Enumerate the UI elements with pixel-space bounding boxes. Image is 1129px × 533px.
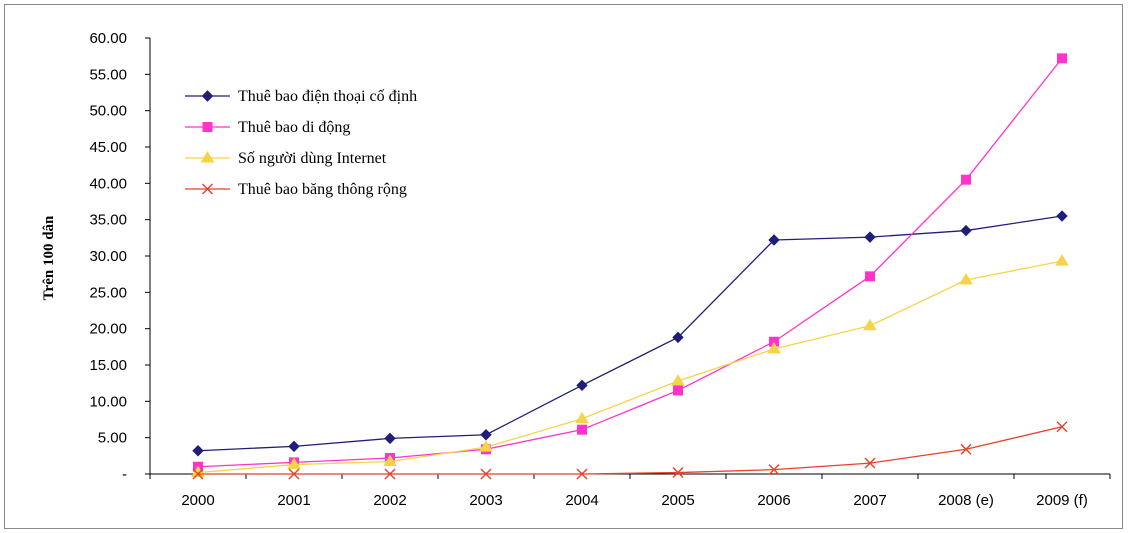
- series-line: [198, 426, 1063, 475]
- x-tick-label: 2008 (e): [938, 492, 994, 509]
- data-point: [671, 374, 685, 386]
- data-point: [767, 342, 781, 354]
- x-tick-label: 2005: [661, 492, 694, 509]
- y-tick-label: 5.00: [98, 430, 127, 447]
- y-tick-label: 50.00: [89, 103, 127, 120]
- x-tick-label: 2001: [277, 492, 310, 509]
- data-point: [672, 467, 684, 479]
- data-point: [576, 379, 588, 392]
- y-tick-label: 45.00: [89, 139, 127, 156]
- data-point: [480, 429, 492, 441]
- legend-label: Thuê bao di động: [238, 119, 350, 136]
- data-point: [192, 468, 204, 480]
- marker-stroke: [192, 468, 204, 480]
- data-point: [384, 468, 396, 480]
- x-tick-label: 2000: [181, 492, 214, 509]
- legend-label: Thuê bao điện thoại cố định: [238, 88, 417, 105]
- legend-item-4: Thuê bao băng thông rộng: [185, 181, 407, 198]
- marker-stroke: [960, 443, 972, 455]
- marker-stroke: [1056, 421, 1068, 433]
- data-point: [480, 468, 492, 480]
- legend-item-2: Thuê bao di động: [185, 119, 350, 136]
- data-point: [1056, 421, 1068, 433]
- y-axis-ticks: - 5.00 10.00 15.00 20.00 25.00 30.00 35.00 40.00…: [89, 30, 150, 483]
- legend-label: Thuê bao băng thông rộng: [238, 181, 407, 198]
- data-point: [961, 174, 971, 185]
- chart-legend: Thuê bao điện thoại cố định Thuê bao di đ…: [185, 88, 417, 198]
- marker-stroke: [864, 457, 876, 469]
- x-tick-label: 2009 (f): [1036, 492, 1088, 509]
- y-tick-label: 60.00: [89, 30, 127, 47]
- y-tick-label: 40.00: [89, 175, 127, 192]
- legend-label: Số người dùng Internet: [238, 150, 387, 167]
- data-point: [1056, 210, 1068, 222]
- marker-stroke: [576, 468, 588, 480]
- data-point: [960, 443, 972, 455]
- marker-stroke: [480, 468, 492, 480]
- y-tick-label: -: [122, 466, 127, 483]
- series-line: [197, 57, 1063, 468]
- data-point: [287, 457, 301, 470]
- data-point: [959, 273, 973, 285]
- marker-stroke: [202, 183, 213, 195]
- data-point: [479, 440, 493, 452]
- y-tick-label: 15.00: [89, 357, 127, 374]
- legend-marker: [200, 151, 215, 163]
- marker-stroke: [288, 468, 300, 480]
- data-point: [864, 231, 876, 243]
- data-point: [672, 331, 684, 344]
- legend-item-1: Thuê bao điện thoại cố định: [185, 88, 417, 105]
- series-4: [192, 421, 1068, 480]
- legend-item-3: Số người dùng Internet: [185, 150, 387, 167]
- marker-stroke: [768, 464, 780, 476]
- x-tick-label: 2004: [565, 492, 598, 509]
- marker-stroke: [384, 468, 396, 480]
- y-axis-label: Trên 100 dân: [41, 215, 57, 300]
- x-tick-label: 2002: [373, 492, 406, 509]
- legend-marker: [202, 122, 213, 132]
- data-point: [864, 457, 876, 469]
- data-point: [768, 464, 780, 476]
- chart-series: [191, 53, 1069, 480]
- x-tick-label: 2007: [853, 492, 886, 509]
- data-point: [863, 318, 877, 331]
- data-point: [575, 411, 589, 424]
- data-point: [384, 432, 396, 445]
- data-point: [865, 271, 875, 282]
- data-point: [192, 445, 204, 457]
- chart-frame: [4, 4, 1123, 529]
- x-tick-label: 2003: [469, 492, 502, 509]
- series-1: [192, 210, 1068, 457]
- data-point: [960, 224, 972, 237]
- data-point: [576, 468, 588, 480]
- legend-marker: [202, 183, 213, 195]
- y-tick-label: 20.00: [89, 321, 127, 338]
- y-tick-label: 25.00: [89, 284, 127, 301]
- y-tick-label: 30.00: [89, 248, 127, 265]
- data-point: [577, 424, 587, 435]
- data-point: [1055, 254, 1069, 266]
- x-tick-label: 2006: [757, 492, 790, 509]
- series-line: [197, 260, 1063, 474]
- x-axis-ticks: 2000 2001 2002 2003 2004 2005 2006 2007 2008 (e)…: [149, 474, 1111, 509]
- data-point: [768, 234, 780, 246]
- marker-stroke: [672, 467, 684, 479]
- data-point: [288, 440, 300, 453]
- legend-marker: [201, 90, 214, 102]
- series-2: [193, 53, 1067, 472]
- y-tick-label: 55.00: [89, 66, 127, 83]
- data-point: [1057, 53, 1067, 64]
- series-line: [197, 215, 1063, 452]
- y-tick-label: 10.00: [89, 393, 127, 410]
- y-tick-label: 35.00: [89, 212, 127, 229]
- data-point: [383, 454, 397, 467]
- data-point: [673, 385, 683, 396]
- data-point: [288, 468, 300, 480]
